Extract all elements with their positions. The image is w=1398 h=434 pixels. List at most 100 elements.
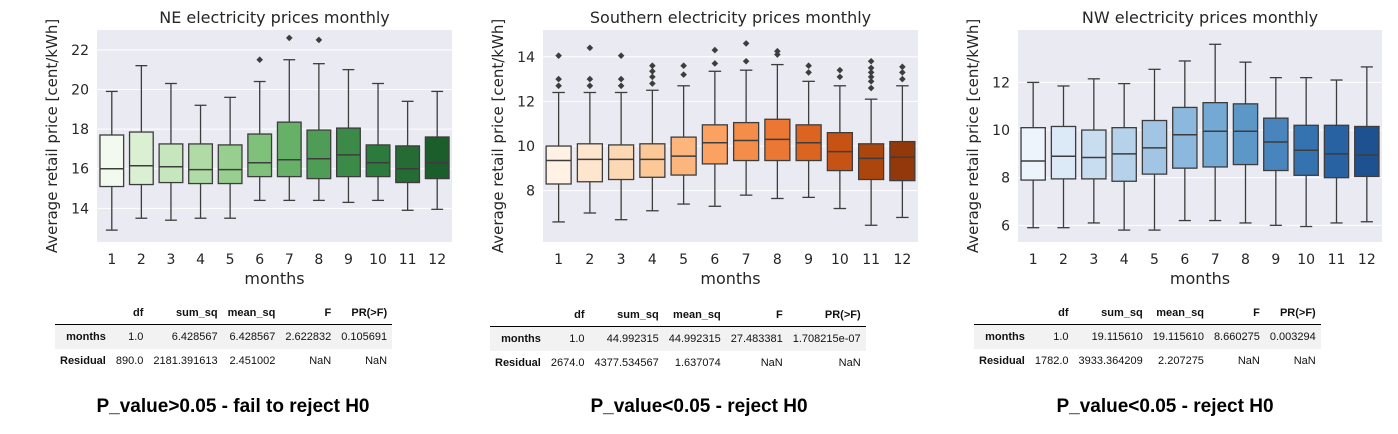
table-row: Residual 890.0 2181.391613 2.451002 NaN … xyxy=(55,349,392,373)
table-cell: 2.622832 xyxy=(285,331,332,343)
box-iqr xyxy=(701,124,729,165)
table-cell: 19.115610 xyxy=(1091,331,1143,343)
x-tick-label: 1 xyxy=(107,252,116,268)
table-header-row: df sum_sq mean_sq F PR(>F) xyxy=(974,302,1321,325)
chart-title: Southern electricity prices monthly xyxy=(590,8,871,27)
box-month-9 xyxy=(335,68,361,204)
box-month-11 xyxy=(395,100,421,211)
table-row: months 1.0 44.992315 44.992315 27.483381… xyxy=(490,326,866,351)
box-iqr xyxy=(306,129,332,180)
y-tick-label: 10 xyxy=(517,139,535,155)
box-iqr xyxy=(732,121,760,162)
table-cell: NaN xyxy=(838,357,861,369)
box-month-3 xyxy=(1081,78,1107,224)
x-tick-label: 11 xyxy=(1328,252,1346,268)
row-label: Residual xyxy=(495,357,541,369)
y-tick-label: 8 xyxy=(1001,171,1010,187)
box-month-5 xyxy=(217,96,243,219)
box-iqr xyxy=(889,140,916,182)
y-axis-label: Average retail price [cent/kWh] xyxy=(964,19,982,253)
table-cell: 44.992315 xyxy=(668,333,721,345)
x-axis-label: months xyxy=(700,269,760,288)
table-cell: 2674.0 xyxy=(550,357,585,369)
chart-title: NE electricity prices monthly xyxy=(159,8,390,27)
row-label: Residual xyxy=(60,355,106,367)
panel-nw: 6 8 10 12 1 2 3 4 5 6 7 8 9 10 11 12 NW electricity pric… xyxy=(932,0,1398,434)
x-tick-label: 12 xyxy=(1358,252,1376,268)
outlier-point xyxy=(742,40,750,47)
box-iqr xyxy=(1323,124,1350,179)
box-iqr xyxy=(1020,127,1046,181)
x-tick-label: 5 xyxy=(226,252,235,268)
x-tick-label: 8 xyxy=(1241,252,1250,268)
box-iqr xyxy=(1263,117,1289,172)
anova-table-southern: df sum_sq mean_sq F PR(>F) months 1.0 44… xyxy=(490,304,866,375)
box-month-9 xyxy=(1263,76,1289,226)
header-cell: sum_sq xyxy=(1073,302,1148,325)
table-row: months 1.0 19.115610 19.115610 8.660275 … xyxy=(974,324,1321,349)
table-cell: 890.0 xyxy=(115,355,144,367)
y-tick-label: 10 xyxy=(992,123,1010,139)
y-tick-label: 22 xyxy=(71,43,89,59)
table-cell: 2.207275 xyxy=(1158,355,1204,367)
x-tick-label: 2 xyxy=(137,252,146,268)
box-iqr xyxy=(639,143,666,178)
box-month-3 xyxy=(607,52,635,221)
y-axis-label: Average retail price [cent/kWh] xyxy=(43,19,61,253)
y-tick-label: 12 xyxy=(992,75,1010,91)
x-tick-label: 5 xyxy=(679,252,688,268)
box-month-1 xyxy=(1020,81,1046,229)
row-label: months xyxy=(501,333,541,345)
table-cell: 3933.364209 xyxy=(1078,355,1143,367)
table-cell: 19.115610 xyxy=(1152,331,1204,343)
box-iqr xyxy=(247,133,273,178)
box-iqr xyxy=(217,144,243,185)
box-month-12 xyxy=(424,90,450,210)
box-iqr xyxy=(335,127,361,178)
box-month-1 xyxy=(99,90,125,231)
panel-ne: 14 16 18 20 22 1 2 3 4 5 6 7 8 9 10 11 12 NE electricity … xyxy=(0,0,466,434)
table-header-row: df sum_sq mean_sq F PR(>F) xyxy=(55,302,393,325)
chart-title: NW electricity prices monthly xyxy=(1082,8,1318,27)
x-axis-label: months xyxy=(1170,269,1230,288)
plot-area xyxy=(543,30,918,242)
box-month-8 xyxy=(306,36,332,202)
x-tick-label: 6 xyxy=(710,252,719,268)
y-tick-label: 20 xyxy=(71,82,89,98)
box-month-5 xyxy=(1141,68,1168,231)
table-cell: 1.0 xyxy=(569,333,585,345)
x-tick-label: 10 xyxy=(1297,252,1315,268)
table-cell: NaN xyxy=(365,355,388,367)
outlier-point xyxy=(315,36,323,44)
table-cell: NaN xyxy=(1293,355,1316,367)
x-tick-label: 2 xyxy=(1059,252,1068,268)
conclusion-text: P_value<0.05 - reject H0 xyxy=(590,396,808,417)
header-cell: PR(>F) xyxy=(787,304,866,327)
box-iqr xyxy=(158,143,184,184)
box-iqr xyxy=(188,143,214,185)
x-tick-label: 9 xyxy=(804,252,813,268)
box-month-10 xyxy=(1293,76,1319,228)
box-iqr xyxy=(99,134,125,188)
box-iqr xyxy=(1172,106,1198,169)
x-axis-label: months xyxy=(244,269,304,288)
header-cell: sum_sq xyxy=(589,304,664,327)
x-tick-label: 4 xyxy=(648,252,657,268)
table-cell: 2181.391613 xyxy=(153,355,218,367)
table-cell: 6.428567 xyxy=(171,331,218,343)
box-month-8 xyxy=(764,47,791,200)
outlier-point xyxy=(256,56,264,64)
box-month-7 xyxy=(732,40,760,196)
table-cell: NaN xyxy=(760,357,783,369)
box-month-6 xyxy=(1172,60,1198,222)
header-cell: PR(>F) xyxy=(1264,302,1321,325)
box-iqr xyxy=(395,145,421,184)
x-tick-label: 3 xyxy=(617,252,626,268)
header-cell: F xyxy=(725,304,788,327)
x-tick-label: 7 xyxy=(285,252,294,268)
box-iqr xyxy=(1202,102,1228,168)
header-cell: df xyxy=(110,302,149,325)
